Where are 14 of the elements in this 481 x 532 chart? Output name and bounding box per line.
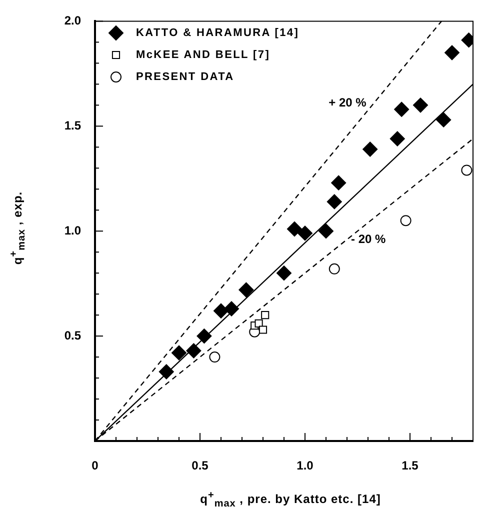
legend-label: KATTO & HARAMURA [14] [136, 27, 300, 39]
legend-label: McKEE AND BELL [7] [136, 49, 270, 61]
y-tick-label: 0.5 [64, 328, 82, 342]
y-tick-label: 1.0 [64, 223, 82, 238]
x-tick-label: 1.0 [296, 458, 314, 473]
y-tick-label: 2.0 [64, 14, 82, 28]
x-tick-label: 0.5 [192, 458, 209, 473]
x-tick-label: 1.5 [402, 458, 419, 473]
x-axis-title: q$^{+}$$_{max}$ , pre. by Katto etc. [14] [199, 490, 382, 510]
annotation: - 20 % [351, 232, 386, 246]
x-tick-label: 0 [92, 458, 99, 473]
legend-label: PRESENT DATA [136, 71, 234, 83]
y-tick-label: 1.5 [64, 118, 82, 132]
annotation: + 20 % [328, 95, 367, 110]
